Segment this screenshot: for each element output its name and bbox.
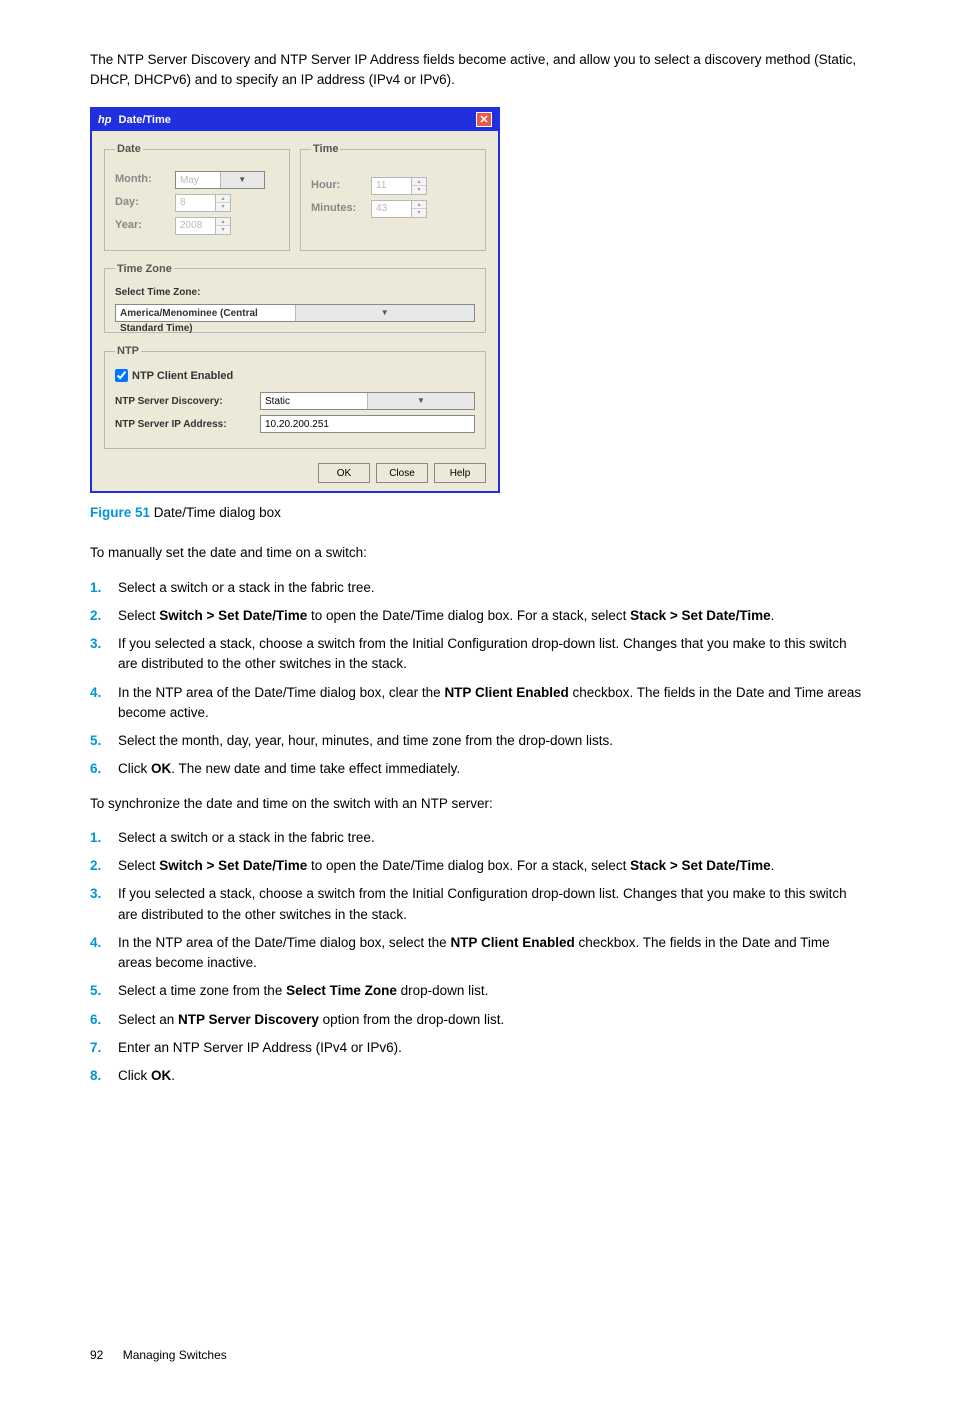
dialog-titlebar: hp Date/Time ✕	[92, 109, 498, 132]
year-spinner[interactable]: ▴▾	[175, 217, 231, 235]
section-title: Managing Switches	[123, 1348, 227, 1362]
minutes-label: Minutes:	[311, 200, 371, 217]
year-label: Year:	[115, 217, 175, 234]
figure-caption: Figure 51 Date/Time dialog box	[90, 503, 864, 523]
list-item: Click OK. The new date and time take eff…	[90, 759, 864, 779]
list-item: If you selected a stack, choose a switch…	[90, 634, 864, 675]
close-icon[interactable]: ✕	[476, 112, 492, 127]
hour-label: Hour:	[311, 177, 371, 194]
spinner-buttons[interactable]: ▴▾	[411, 200, 427, 218]
ok-button[interactable]: OK	[318, 463, 370, 483]
hour-input[interactable]	[371, 177, 411, 195]
ntp-discovery-combo[interactable]: Static ▼	[260, 392, 475, 410]
datetime-dialog: hp Date/Time ✕ Date Month: May ▼ Day: ▴▾	[90, 107, 500, 494]
month-combo[interactable]: May ▼	[175, 171, 265, 189]
ntp-enabled-text: NTP Client Enabled	[132, 368, 233, 385]
day-spinner[interactable]: ▴▾	[175, 194, 231, 212]
spinner-buttons[interactable]: ▴▾	[411, 177, 427, 195]
page-footer: 92 Managing Switches	[90, 1346, 864, 1364]
spinner-buttons[interactable]: ▴▾	[215, 217, 231, 235]
ntp-fieldset: NTP NTP Client Enabled NTP Server Discov…	[104, 343, 486, 449]
paragraph-manual-intro: To manually set the date and time on a s…	[90, 543, 864, 563]
help-button[interactable]: Help	[434, 463, 486, 483]
ntp-ip-input[interactable]	[260, 415, 475, 433]
list-item: Click OK.	[90, 1066, 864, 1086]
timezone-combo[interactable]: America/Menominee (Central Standard Time…	[115, 304, 475, 322]
ntp-discovery-value: Static	[261, 393, 367, 409]
year-input[interactable]	[175, 217, 215, 235]
figure-text: Date/Time dialog box	[150, 505, 281, 520]
time-legend: Time	[311, 141, 340, 158]
ntp-enabled-checkbox-label[interactable]: NTP Client Enabled	[115, 368, 475, 385]
day-input[interactable]	[175, 194, 215, 212]
day-label: Day:	[115, 194, 175, 211]
ntp-steps-list: Select a switch or a stack in the fabric…	[90, 828, 864, 1087]
list-item: Select Switch > Set Date/Time to open th…	[90, 856, 864, 876]
intro-paragraph: The NTP Server Discovery and NTP Server …	[90, 50, 864, 91]
date-fieldset: Date Month: May ▼ Day: ▴▾ Year:	[104, 141, 290, 251]
page-number: 92	[90, 1348, 103, 1362]
list-item: Select Switch > Set Date/Time to open th…	[90, 606, 864, 626]
list-item: In the NTP area of the Date/Time dialog …	[90, 933, 864, 974]
figure-number: Figure 51	[90, 505, 150, 520]
list-item: Select a time zone from the Select Time …	[90, 981, 864, 1001]
tz-select-label: Select Time Zone:	[115, 285, 475, 300]
list-item: Select a switch or a stack in the fabric…	[90, 828, 864, 848]
hp-logo-icon: hp	[98, 114, 111, 126]
list-item: Select a switch or a stack in the fabric…	[90, 578, 864, 598]
ntp-legend: NTP	[115, 343, 141, 360]
month-label: Month:	[115, 171, 175, 188]
list-item: If you selected a stack, choose a switch…	[90, 884, 864, 925]
chevron-down-icon: ▼	[220, 172, 265, 188]
ntp-ip-label: NTP Server IP Address:	[115, 417, 260, 432]
timezone-legend: Time Zone	[115, 261, 174, 278]
chevron-down-icon: ▼	[367, 393, 474, 409]
list-item: Select the month, day, year, hour, minut…	[90, 731, 864, 751]
timezone-value: America/Menominee (Central Standard Time…	[116, 305, 295, 321]
spinner-buttons[interactable]: ▴▾	[215, 194, 231, 212]
manual-steps-list: Select a switch or a stack in the fabric…	[90, 578, 864, 780]
dialog-title: hp Date/Time	[98, 112, 171, 129]
minutes-spinner[interactable]: ▴▾	[371, 200, 427, 218]
month-value: May	[176, 172, 220, 188]
chevron-down-icon: ▼	[295, 305, 475, 321]
ntp-discovery-label: NTP Server Discovery:	[115, 394, 260, 409]
list-item: Enter an NTP Server IP Address (IPv4 or …	[90, 1038, 864, 1058]
date-legend: Date	[115, 141, 143, 158]
time-fieldset: Time Hour: ▴▾ Minutes: ▴▾	[300, 141, 486, 251]
minutes-input[interactable]	[371, 200, 411, 218]
close-button[interactable]: Close	[376, 463, 428, 483]
hour-spinner[interactable]: ▴▾	[371, 177, 427, 195]
paragraph-ntp-intro: To synchronize the date and time on the …	[90, 794, 864, 814]
list-item: Select an NTP Server Discovery option fr…	[90, 1010, 864, 1030]
ntp-enabled-checkbox[interactable]	[115, 369, 128, 382]
timezone-fieldset: Time Zone Select Time Zone: America/Meno…	[104, 261, 486, 334]
list-item: In the NTP area of the Date/Time dialog …	[90, 683, 864, 724]
